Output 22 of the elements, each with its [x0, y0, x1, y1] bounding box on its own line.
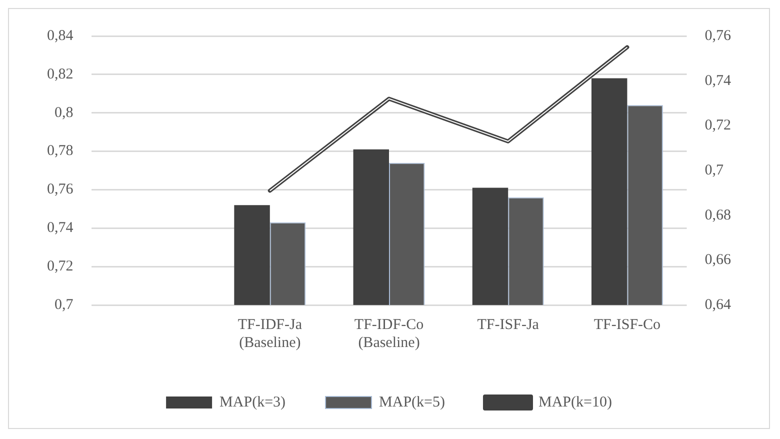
legend-label: MAP(k=10): [538, 394, 612, 410]
y2-tick-label: 0,74: [704, 72, 732, 89]
y2-tick-label: 0,66: [704, 252, 732, 268]
x-tick-label: TF-ISF-Ja: [477, 316, 540, 333]
y-tick-label: 0,82: [47, 66, 74, 82]
y2-tick-label: 0,72: [704, 118, 731, 134]
x-tick-label: TF-IDF-Co (Baseline): [354, 316, 424, 351]
y2-tick-label: 0,76: [704, 28, 732, 44]
legend-label: MAP(k=3): [220, 394, 286, 410]
y2-tick-label: 0,7: [704, 162, 724, 178]
y2-tick-label: 0,64: [704, 296, 732, 313]
y-tick-label: 0,78: [47, 143, 74, 160]
x-tick-label: TF-IDF-Ja (Baseline): [238, 316, 302, 351]
y-tick-label: 0,74: [47, 220, 74, 236]
y-tick-label: 0,84: [47, 28, 74, 44]
y-tick-label: 0,7: [54, 296, 74, 313]
x-tick-label: TF-ISF-Co: [594, 316, 661, 333]
legend-label: MAP(k=5): [379, 394, 445, 410]
y-tick-label: 0,76: [47, 182, 74, 198]
y-tick-label: 0,72: [47, 258, 74, 275]
y-tick-label: 0,8: [54, 104, 74, 121]
y2-tick-label: 0,68: [704, 207, 731, 224]
